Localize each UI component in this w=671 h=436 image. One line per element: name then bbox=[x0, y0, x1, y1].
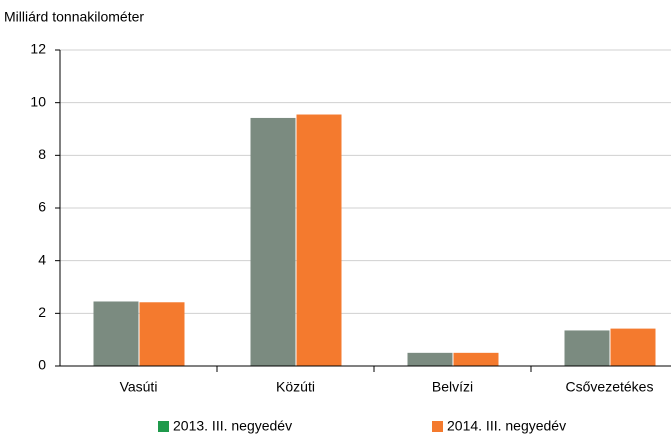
legend-swatch bbox=[158, 421, 169, 432]
y-tick-label: 0 bbox=[38, 357, 46, 373]
bar bbox=[93, 301, 139, 366]
bar bbox=[453, 352, 499, 366]
legend-label: 2013. III. negyedév bbox=[173, 418, 292, 434]
y-axis-label: Milliárd tonnakilométer bbox=[4, 9, 144, 25]
x-tick-label: Belvízi bbox=[432, 379, 473, 395]
y-tick-label: 10 bbox=[30, 93, 46, 109]
bar bbox=[296, 114, 342, 367]
bar bbox=[610, 328, 656, 366]
x-tick-label: Közúti bbox=[276, 379, 315, 395]
bar bbox=[139, 302, 185, 366]
legend-label: 2014. III. negyedév bbox=[447, 418, 566, 434]
y-tick-label: 12 bbox=[30, 41, 46, 57]
bar bbox=[407, 352, 453, 366]
x-tick-label: Csővezetékes bbox=[566, 379, 654, 395]
bar bbox=[250, 117, 296, 366]
legend-swatch bbox=[432, 421, 443, 432]
y-tick-label: 4 bbox=[38, 251, 46, 267]
y-tick-label: 6 bbox=[38, 199, 46, 215]
bar bbox=[564, 330, 610, 366]
y-tick-label: 8 bbox=[38, 146, 46, 162]
x-tick-label: Vasúti bbox=[120, 379, 158, 395]
y-tick-label: 2 bbox=[38, 304, 46, 320]
